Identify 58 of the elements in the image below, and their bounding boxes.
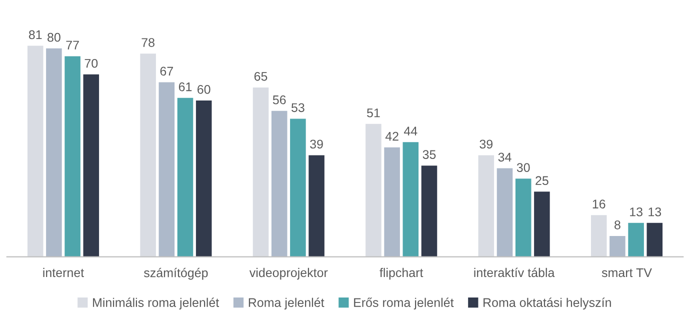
bar [177,98,194,257]
legend-label: Minimális roma jelenlét [93,298,220,310]
bar [27,46,44,257]
bar [290,118,306,257]
bar [384,147,400,257]
bar [252,87,269,257]
bar [83,74,100,257]
x-tick-label: internet [43,268,84,278]
data-label: 42 [385,132,398,141]
data-label: 34 [498,152,512,162]
data-label: 44 [404,126,418,136]
data-label: 81 [28,30,42,40]
bar [646,222,663,257]
data-label: 39 [480,140,493,149]
data-label: 13 [630,207,642,216]
data-label: 8 [614,220,620,230]
bar [590,215,607,257]
bar [64,56,80,257]
bar [534,192,550,257]
bar [496,168,513,257]
bar [196,100,212,257]
bar [366,124,382,257]
data-label: 70 [84,58,98,68]
bar [140,54,156,257]
x-tick-label: videoprojektor [249,268,328,280]
data-label: 65 [254,72,268,81]
data-label: 78 [142,38,154,47]
bar [46,48,62,257]
bar [308,155,324,257]
x-tick-label: smart TV [602,268,652,278]
data-label: 60 [198,84,210,94]
data-label: 53 [291,103,304,112]
data-label: 25 [536,176,548,186]
data-label: 61 [178,82,192,92]
x-tick-label: flipchart [380,268,424,280]
x-tick-label: interaktív tábla [474,268,555,278]
legend-label: Erős roma jelenlét [354,298,454,310]
legend-label: Roma oktatási helyszín [484,298,611,310]
data-label: 56 [272,95,286,104]
data-label: 30 [516,163,530,172]
data-label: 77 [66,40,79,50]
bar [271,110,288,257]
bar [610,236,626,257]
x-tick-label: számítógép [144,268,208,280]
data-label: 39 [310,140,323,149]
data-label: 51 [367,108,380,118]
bar [402,142,419,257]
bar [158,82,175,257]
data-label: 16 [592,200,606,208]
data-label: 80 [48,32,60,42]
legend-label: Roma jelenlét [248,298,324,310]
bar [421,166,438,257]
data-label: 35 [422,150,436,159]
bar [478,155,494,257]
bar [515,178,532,257]
data-label: 13 [648,207,662,216]
bar [628,222,644,257]
data-label: 67 [160,66,173,76]
